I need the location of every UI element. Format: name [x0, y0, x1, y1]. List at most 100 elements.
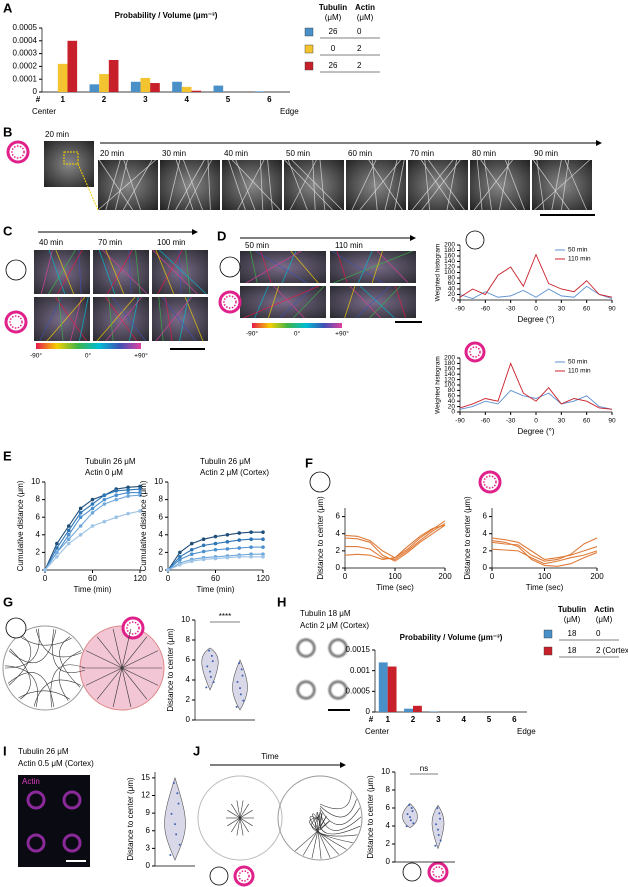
chart-title: Actin 0 μM [85, 468, 123, 477]
point [434, 844, 437, 847]
x-tick-label: 60 [583, 418, 591, 425]
y-tick-label: 9 [146, 808, 151, 817]
y-tick-label: 4 [483, 529, 488, 538]
bar [254, 91, 265, 92]
legend-header: (μM) [325, 13, 342, 22]
filament [111, 296, 146, 342]
point [239, 693, 242, 696]
x-tick-label: 120 [133, 574, 147, 583]
trajectory [121, 636, 148, 669]
series-line [491, 537, 598, 562]
point [438, 812, 441, 815]
condition-label: Actin 0.5 μM (Cortex) [18, 759, 94, 768]
filament [161, 296, 196, 342]
marker [225, 547, 230, 551]
legend-label: 18 [568, 629, 577, 638]
filament [96, 296, 136, 342]
x-tick-label: 2 [102, 95, 107, 104]
point [437, 834, 440, 836]
filament [369, 285, 401, 319]
filament [123, 159, 141, 211]
x-tick-label: 60 [583, 306, 591, 313]
marker [166, 568, 170, 572]
point [406, 813, 409, 816]
filament [39, 296, 63, 342]
filament [178, 249, 182, 295]
bar [150, 83, 160, 92]
y-tick-label: 0 [33, 87, 38, 96]
trajectory [309, 816, 339, 855]
filament [260, 250, 272, 284]
marker [66, 537, 71, 541]
filament [185, 249, 191, 295]
trajectory [35, 628, 83, 658]
marker [66, 541, 71, 546]
marker [102, 493, 107, 498]
marker [189, 552, 194, 556]
droplet [26, 790, 46, 810]
x-axis-title: Degree (°) [518, 427, 555, 436]
filament [152, 249, 198, 295]
y-tick-label: 2 [159, 548, 164, 557]
trajectory [121, 667, 132, 708]
droplet [62, 833, 82, 853]
x-tick-label: 90 [608, 418, 616, 425]
y-axis-title: Distance to center (μm) [463, 496, 472, 580]
filament [359, 159, 401, 211]
condition-icon [5, 617, 27, 639]
trajectory [9, 648, 31, 700]
droplet [26, 833, 46, 853]
droplet [327, 637, 349, 659]
marker [114, 515, 119, 519]
y-tick-label: 20 [448, 291, 456, 298]
x-tick-label: 3 [143, 95, 148, 104]
x-axis-label: # [36, 95, 41, 104]
y-tick-label: 0.0002 [13, 62, 38, 71]
trajectory [239, 817, 249, 833]
y-tick-label: 2 [336, 546, 341, 555]
x-tick-label: 100 [388, 572, 402, 581]
stain-label: Actin [22, 777, 40, 786]
marker [126, 488, 130, 492]
marker [213, 547, 218, 552]
marker [178, 557, 182, 562]
y-tick-label: 2 [186, 695, 191, 704]
y-tick-label: 140 [444, 258, 455, 265]
trajectory-plot [277, 775, 363, 861]
bar [191, 90, 202, 92]
panel-label: B [3, 124, 12, 139]
y-tick-label: 200 [444, 355, 455, 362]
trajectory [96, 636, 123, 669]
marker [225, 533, 230, 537]
marker [114, 493, 119, 498]
bar [378, 662, 388, 712]
bar [67, 40, 78, 92]
legend-label: 26 [329, 27, 338, 36]
x-tick-label: 5 [226, 95, 231, 104]
filament [245, 250, 302, 284]
y-axis-title: Cumulative distance (μm) [139, 480, 148, 571]
chart-title: Actin 2 μM (Cortex) [200, 468, 269, 477]
marker [261, 537, 265, 541]
point [211, 660, 214, 663]
image [470, 160, 530, 210]
legend-label: 2 (Cortex) [596, 646, 628, 655]
x-tick-label: 0 [166, 574, 171, 583]
point [439, 817, 441, 820]
trajectory [239, 817, 244, 836]
violin [232, 659, 248, 711]
y-tick-label: 6 [186, 655, 191, 664]
trajectory [311, 815, 353, 843]
legend-label: 0 [357, 27, 362, 36]
trajectory-plot [2, 625, 88, 711]
filament [78, 249, 82, 295]
trajectory [85, 650, 123, 669]
droplet [295, 679, 317, 701]
marker [249, 530, 253, 534]
point [238, 662, 241, 665]
condition-icon [218, 290, 242, 314]
x-tick-label: 30 [558, 306, 566, 313]
droplet [295, 637, 317, 659]
y-axis-title: Weighted histogram [435, 244, 442, 302]
y-tick-label: 3 [146, 843, 151, 852]
